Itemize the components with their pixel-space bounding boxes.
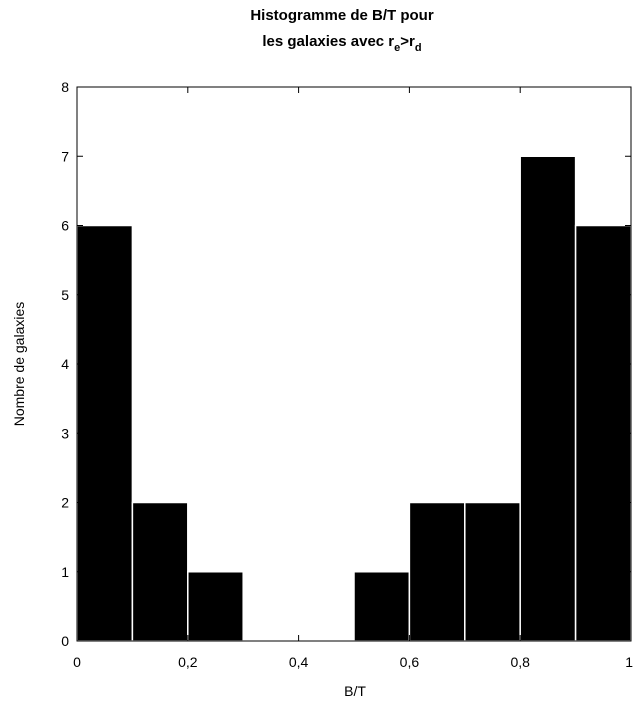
y-tick-label: 7	[61, 148, 69, 164]
histogram-bar	[464, 501, 521, 642]
histogram-bar	[408, 501, 466, 642]
histogram-bar	[574, 224, 632, 642]
x-tick-label: 0,6	[400, 654, 420, 670]
y-tick-label: 0	[61, 633, 69, 649]
histogram-bar	[76, 224, 134, 642]
x-axis-label: B/T	[344, 683, 366, 699]
y-tick-label: 2	[61, 495, 69, 511]
y-axis-ticks: 0 1 2 3 4 5 6 7 8	[61, 79, 631, 649]
chart-title-line1: Histogramme de B/T pour	[250, 7, 434, 24]
x-tick-label: 1	[625, 654, 633, 670]
histogram-bar	[187, 571, 244, 642]
histogram-bar	[519, 155, 577, 642]
x-tick-label: 0	[73, 654, 81, 670]
y-tick-label: 3	[61, 425, 69, 441]
y-tick-label: 5	[61, 287, 69, 303]
y-tick-label: 4	[61, 356, 69, 372]
x-tick-label: 0,8	[510, 654, 530, 670]
histogram-bar	[131, 501, 189, 642]
histogram-bar	[353, 571, 411, 642]
y-tick-label: 1	[61, 564, 69, 580]
x-tick-label: 0,2	[178, 654, 198, 670]
chart-title-line2: les galaxies avec re>rd	[262, 33, 421, 54]
y-tick-label: 6	[61, 218, 69, 234]
histogram-bars	[76, 155, 632, 642]
x-tick-label: 0,4	[289, 654, 309, 670]
y-tick-label: 8	[61, 79, 69, 95]
plot-frame	[76, 86, 632, 642]
y-axis-label: Nombre de galaxies	[11, 302, 27, 427]
